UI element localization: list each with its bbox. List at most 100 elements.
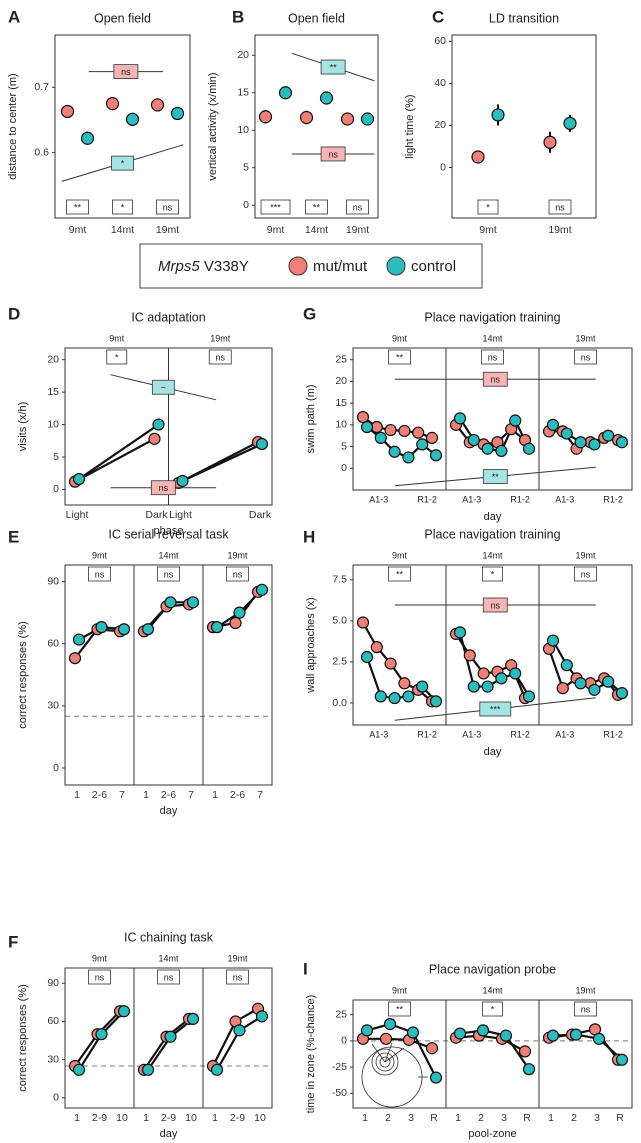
sig-label: ns: [163, 202, 173, 212]
x-tick-label: R1-2: [510, 729, 530, 739]
x-tick-label: 2: [571, 1112, 577, 1124]
y-axis-title: time in zone (%-chance): [305, 995, 317, 1114]
gene: Mrps5: [158, 258, 200, 275]
facet-label: 14mt: [482, 550, 503, 560]
y-tick-label: 0: [53, 1092, 59, 1104]
legend-label: control: [411, 258, 456, 275]
mean-point: [72, 1063, 86, 1076]
facet-label: 14mt: [482, 333, 503, 343]
sig-label-box: [388, 1001, 411, 1017]
mean-point: [141, 623, 155, 636]
y-tick-label: 0: [440, 161, 446, 173]
mean-point: [416, 438, 429, 451]
x-tick-label: 1: [212, 789, 218, 801]
facet-label: 19mt: [227, 953, 248, 963]
mean-point: [522, 1063, 536, 1076]
y-tick-label: 15: [335, 397, 347, 409]
sig-label-box: [157, 566, 180, 582]
mean-point: [522, 690, 536, 703]
mean-point: [406, 1026, 420, 1039]
mean-point: [509, 667, 522, 680]
mean-point: [210, 1063, 224, 1076]
x-tick-label: 3: [501, 1112, 507, 1124]
sig-label-box: [574, 349, 597, 365]
mean-point: [370, 641, 383, 654]
series-line: [552, 1033, 623, 1061]
comparison-box: [151, 379, 175, 395]
sig-label-box: [477, 199, 499, 215]
mean-point: [416, 680, 429, 693]
x-axis-title: day: [160, 805, 178, 817]
legend-label: mut/mut: [313, 258, 368, 275]
x-tick-label: 9mt: [267, 224, 285, 236]
mean-point: [522, 442, 536, 455]
comparison-label: ns: [491, 600, 501, 610]
sig-label: ns: [215, 352, 225, 362]
mean-point: [186, 1012, 200, 1026]
y-tick-label: 5: [53, 451, 59, 463]
chart-title: LD transition: [489, 11, 559, 25]
legend-title: Mrps5 V338Y: [158, 258, 249, 275]
mean-point: [105, 97, 120, 111]
sig-label-box: [226, 566, 249, 582]
sig-label-box: [548, 199, 572, 215]
x-tick-label: A1-3: [555, 494, 574, 504]
series-line: [548, 1028, 619, 1061]
mean-point: [117, 623, 131, 636]
mean-point: [495, 672, 508, 685]
y-tick-label: 0: [341, 462, 347, 474]
x-tick-label: 19mt: [346, 224, 369, 236]
x-tick-label: 7: [119, 789, 125, 801]
mean-point: [356, 616, 370, 629]
comparison-label: **: [492, 472, 500, 482]
sig-label-box: [112, 199, 133, 215]
x-tick-label: 19mt: [548, 224, 571, 236]
comparison-label: **: [330, 62, 338, 72]
x-tick-label: 2-9: [230, 1112, 245, 1124]
sig-label: ns: [353, 202, 363, 212]
y-tick-label: 15: [237, 87, 249, 99]
mean-point: [233, 1024, 246, 1037]
mean-point: [588, 683, 601, 696]
mean-point: [592, 1032, 606, 1045]
x-tick-label: 7: [257, 789, 263, 801]
sig-label-box: [157, 969, 180, 985]
mean-point: [319, 91, 334, 105]
mean-point: [467, 433, 480, 447]
series-line: [78, 423, 160, 480]
comparison-box: [320, 59, 346, 75]
legend-box: [139, 243, 483, 289]
comparison-box: [320, 146, 346, 162]
mean-point: [255, 437, 269, 451]
mean-point: [176, 474, 189, 488]
series-line: [366, 1022, 437, 1079]
x-tick-label: 1: [548, 1112, 554, 1124]
y-tick-label: 0.6: [34, 146, 49, 158]
sig-label: **: [396, 1004, 404, 1014]
sig-label-box: [156, 199, 179, 215]
mean-point: [588, 438, 601, 451]
y-tick-label: 20: [434, 119, 446, 131]
facet-label: 19mt: [575, 985, 596, 995]
comparison-box: [482, 469, 508, 484]
y-tick-label: 60: [47, 1015, 59, 1027]
mean-point: [60, 104, 75, 119]
mean-point: [374, 431, 387, 444]
x-tick-label: A1-3: [462, 494, 481, 504]
mean-point: [509, 414, 522, 427]
y-tick-label: 0: [341, 1035, 347, 1047]
series-line: [147, 1018, 194, 1071]
facet-frame: [168, 347, 273, 506]
x-tick-label: 2-6: [92, 789, 107, 801]
comparison-label: ***: [490, 704, 501, 714]
facet-label: 19mt: [210, 333, 231, 343]
panel-letter: A: [8, 7, 20, 26]
facet-label: 19mt: [227, 550, 248, 560]
y-tick-label: 60: [434, 35, 446, 47]
mean-point: [425, 1042, 439, 1055]
panel-letter: D: [8, 304, 20, 323]
chart-title: Place navigation training: [424, 310, 560, 324]
plot-frame: [451, 34, 597, 219]
y-axis-title: correct responses (%): [17, 621, 29, 729]
sig-label-box: [346, 199, 369, 215]
